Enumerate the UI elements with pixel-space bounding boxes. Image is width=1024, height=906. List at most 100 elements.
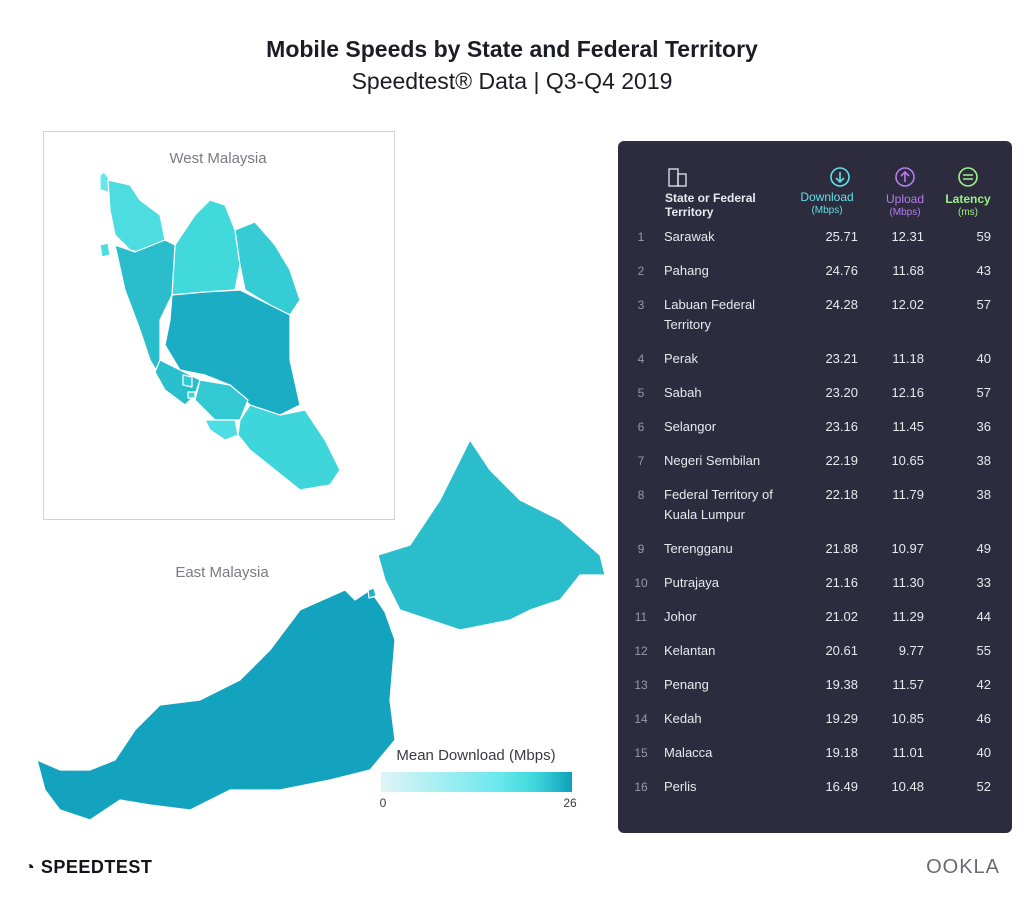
download: 22.19	[825, 453, 858, 468]
state-name: Terengganu	[664, 541, 733, 556]
download: 19.29	[825, 711, 858, 726]
region	[171, 199, 241, 296]
state-name: Malacca	[664, 745, 713, 760]
upload: 11.68	[892, 263, 924, 278]
rank: 14	[634, 712, 648, 726]
legend-max: 26	[563, 796, 577, 810]
latency: 59	[976, 229, 991, 244]
download: 23.20	[825, 385, 858, 400]
state-name: Federal Territory of Kuala Lumpur	[664, 487, 773, 522]
state-name: Pahang	[664, 263, 709, 278]
upload: 10.48	[891, 779, 924, 794]
download: 21.02	[825, 609, 858, 624]
upload: 11.18	[892, 351, 924, 366]
upload: 11.29	[892, 609, 924, 624]
rank: 12	[634, 644, 648, 658]
state-name: Sabah	[664, 385, 702, 400]
table-row: 10 Putrajaya 21.16 11.30 33	[618, 566, 1012, 600]
upload: 11.01	[892, 745, 924, 760]
latency: 40	[976, 745, 991, 760]
state-name: Putrajaya	[664, 575, 719, 590]
latency: 38	[976, 487, 991, 502]
col-latency-label: Latency	[945, 192, 991, 206]
region	[182, 374, 193, 388]
table-row: 7 Negeri Sembilan 22.19 10.65 38	[618, 444, 1012, 478]
upload: 11.57	[892, 677, 924, 692]
col-upload: Upload (Mbps)	[871, 192, 939, 220]
col-upload-unit: (Mbps)	[889, 207, 921, 218]
table-body: 1 Sarawak 25.71 12.31 59 2 Pahang 24.76 11.68 43 3…	[618, 220, 1012, 804]
download: 20.61	[825, 643, 858, 658]
rank: 9	[637, 542, 645, 556]
upload: 12.16	[891, 385, 924, 400]
rank: 10	[634, 576, 648, 590]
upload: 11.45	[892, 419, 924, 434]
col-name: State or Federal Territory	[665, 191, 756, 219]
col-latency: Latency (ms)	[936, 192, 1000, 220]
latency: 38	[976, 453, 991, 468]
upload: 10.85	[891, 711, 924, 726]
col-download: Download (Mbps)	[790, 190, 864, 218]
download: 22.18	[825, 487, 858, 502]
legend-title: Mean Download (Mbps)	[396, 747, 555, 764]
region	[237, 404, 341, 491]
speedtest-text: SPEEDTEST	[40, 857, 153, 877]
download: 19.38	[825, 677, 858, 692]
download: 16.49	[825, 779, 858, 794]
legend-min: 0	[380, 796, 387, 810]
state-name: Selangor	[664, 419, 717, 434]
rank: 13	[634, 678, 648, 692]
download: 19.18	[825, 745, 858, 760]
state-name: Labuan Federal Territory	[664, 297, 756, 332]
latency: 36	[976, 419, 991, 434]
legend-bar	[381, 772, 572, 792]
region	[204, 419, 239, 441]
region	[377, 439, 606, 631]
region	[234, 221, 301, 316]
map: West Malaysia East Malaysia Mean Downloa…	[36, 131, 606, 821]
table-row: 11 Johor 21.02 11.29 44	[618, 600, 1012, 634]
inset-frame	[43, 131, 395, 520]
download-icon	[830, 167, 850, 187]
state-name: Perak	[664, 351, 698, 366]
download: 24.76	[825, 263, 858, 278]
table-row: 4 Perak 23.21 11.18 40	[618, 342, 1012, 376]
building-icon	[668, 168, 687, 187]
table-row: 16 Perlis 16.49 10.48 52	[618, 770, 1012, 804]
upload: 11.79	[892, 487, 924, 502]
upload: 12.02	[891, 297, 924, 312]
table-row: 14 Kedah 19.29 10.85 46	[618, 702, 1012, 736]
region	[36, 589, 396, 821]
col-upload-label: Upload	[885, 192, 925, 206]
latency: 40	[976, 351, 991, 366]
west-label: West Malaysia	[169, 150, 267, 167]
upload: 10.97	[891, 541, 924, 556]
download: 24.28	[825, 297, 858, 312]
table-row: 8 Federal Territory of Kuala Lumpur 22.18 1…	[618, 478, 1012, 532]
latency: 52	[976, 779, 991, 794]
state-name: Sarawak	[664, 229, 715, 244]
state-name: Penang	[664, 677, 709, 692]
ookla-logo: OOKLA	[926, 856, 1000, 878]
latency: 42	[976, 677, 991, 692]
download: 25.71	[825, 229, 858, 244]
col-latency-unit: (ms)	[958, 207, 978, 218]
col-download-unit: (Mbps)	[811, 205, 843, 216]
latency: 43	[976, 263, 991, 278]
state-name: Kedah	[664, 711, 702, 726]
rank: 4	[637, 352, 645, 366]
col-download-label: Download	[800, 190, 854, 204]
upload: 12.31	[891, 229, 924, 244]
table-row: 5 Sabah 23.20 12.16 57	[618, 376, 1012, 410]
table-row: 13 Penang 19.38 11.57 42	[618, 668, 1012, 702]
upload: 11.30	[892, 575, 924, 590]
table-row: 2 Pahang 24.76 11.68 43	[618, 254, 1012, 288]
latency: 57	[976, 385, 991, 400]
download: 23.21	[825, 351, 858, 366]
east-label: East Malaysia	[175, 564, 269, 581]
rank: 2	[637, 264, 645, 278]
table-row: 9 Terengganu 21.88 10.97 49	[618, 532, 1012, 566]
region	[99, 242, 111, 258]
upload: 9.77	[898, 643, 924, 658]
